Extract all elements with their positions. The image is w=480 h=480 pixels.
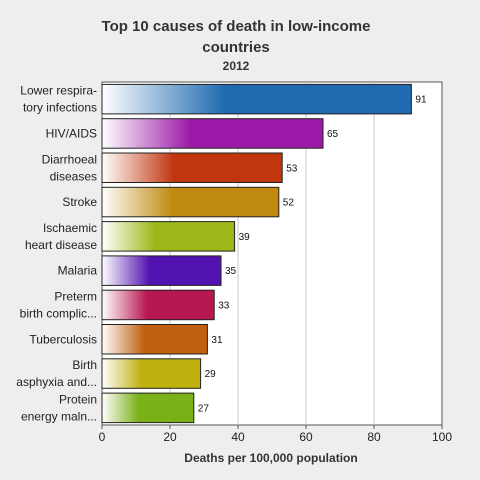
bar xyxy=(101,392,195,424)
chart-subtitle: 2012 xyxy=(223,59,250,73)
bar xyxy=(101,255,222,286)
bar xyxy=(101,152,283,183)
bars: 91 65 53 52 39 35 33 31 29 27 xyxy=(101,83,427,424)
bar xyxy=(101,83,412,115)
bar-value-label: 31 xyxy=(211,335,223,346)
x-tick-label: 100 xyxy=(432,430,452,444)
x-tick-label: 0 xyxy=(99,430,106,444)
bar xyxy=(101,186,280,218)
category-label: birth complic... xyxy=(20,306,97,320)
bar-value-label: 39 xyxy=(239,232,251,243)
category-label: heart disease xyxy=(25,238,97,252)
bar-value-label: 65 xyxy=(327,129,339,140)
category-label: Ischaemic xyxy=(43,221,97,235)
bar xyxy=(101,358,202,389)
bar-value-label: 91 xyxy=(415,95,427,106)
chart-title-line-2: countries xyxy=(202,39,270,56)
bar xyxy=(101,289,215,321)
category-label: Tuberculosis xyxy=(29,332,97,346)
category-label: Protein xyxy=(59,392,97,406)
bar xyxy=(101,324,208,355)
x-tick-label: 20 xyxy=(163,430,177,444)
category-label: Stroke xyxy=(62,195,97,209)
bar-value-label: 53 xyxy=(286,163,298,174)
category-label: Birth xyxy=(72,358,97,372)
bar-value-label: 29 xyxy=(205,369,217,380)
category-label: Lower respira- xyxy=(20,84,97,98)
x-tick-label: 60 xyxy=(299,430,313,444)
category-labels: Lower respira-tory infections HIV/AIDS Dia… xyxy=(16,84,97,424)
category-label: Diarrhoeal xyxy=(42,152,97,166)
bar-value-label: 33 xyxy=(218,300,230,311)
category-label: Malaria xyxy=(58,264,98,278)
category-label: asphyxia and... xyxy=(16,375,97,389)
category-label: Preterm xyxy=(54,289,97,303)
bar xyxy=(101,221,236,252)
category-label: energy maln... xyxy=(21,409,97,423)
bar-value-label: 52 xyxy=(283,198,295,209)
x-tick-label: 40 xyxy=(231,430,245,444)
x-axis-title: Deaths per 100,000 population xyxy=(184,451,357,465)
x-tick-label: 80 xyxy=(367,430,381,444)
bar-value-label: 35 xyxy=(225,266,237,277)
category-label: tory infections xyxy=(23,101,97,115)
chart-title-line-1: Top 10 causes of death in low-income xyxy=(102,18,371,35)
x-axis-ticks: 0 20 40 60 80 100 xyxy=(99,425,452,444)
category-label: HIV/AIDS xyxy=(46,126,97,140)
category-label: diseases xyxy=(50,169,97,183)
bar-value-label: 27 xyxy=(198,403,210,414)
bar xyxy=(101,118,324,149)
